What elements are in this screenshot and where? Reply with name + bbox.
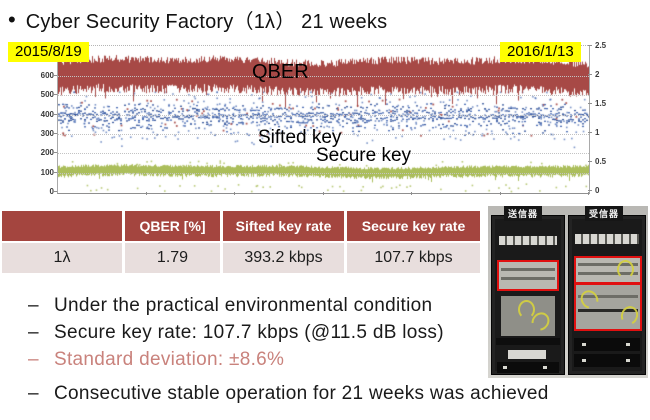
gridline [58, 76, 589, 78]
axis-tickmark [53, 152, 57, 154]
rack-module [508, 350, 546, 359]
axis-tick-right: 0 [595, 186, 600, 195]
title-bullet-icon: • [8, 6, 16, 32]
bullet-dash-marker: – [28, 383, 39, 404]
axis-tickmark-x [499, 192, 501, 195]
rack-module [575, 234, 639, 244]
rack-unit [574, 338, 640, 351]
axis-tickmark [53, 191, 57, 192]
chart-noise-canvas [58, 46, 589, 193]
bullet-item: – Secure key rate: 107.7 kbps (@11.5 dB l… [28, 319, 643, 346]
receiver-rack [568, 215, 646, 375]
axis-tick-left: 0 [49, 187, 54, 196]
axis-tickmark [588, 161, 592, 162]
axis-tick-right: 1.5 [595, 99, 607, 108]
axis-tick-right: 2 [595, 70, 600, 79]
axis-tickmark [588, 45, 592, 46]
axis-tick-right: 1 [595, 128, 600, 137]
axis-tickmark-x [322, 192, 324, 195]
highlight-box [574, 283, 642, 331]
rack-unit [574, 354, 640, 367]
table-cell: 1λ [2, 243, 122, 273]
bullet-text: Standard deviation: ±8.6% [54, 349, 285, 370]
axis-tickmark-x [234, 192, 235, 195]
axis-tick-left: 600 [40, 71, 54, 81]
transmitter-label: 送信器 [504, 206, 543, 221]
secure-key-series-label: Secure key [316, 145, 412, 166]
axis-tickmark [53, 171, 57, 173]
axis-tickmark [588, 103, 592, 104]
qkd-trend-chart [57, 45, 590, 194]
page-title: • Cyber Security Factory（1λ） 21 weeks [8, 5, 387, 34]
gridline [58, 134, 589, 135]
axis-tickmark [588, 74, 592, 75]
axis-tick-left: 400 [40, 109, 54, 119]
page-title-text: Cyber Security Factory（1λ） 21 weeks [25, 11, 388, 33]
table-cell: 393.2 kbps [223, 243, 344, 273]
axis-tickmark [53, 113, 57, 115]
axis-tick-right: 0.5 [595, 157, 607, 166]
rack-unit [497, 362, 559, 373]
bullet-dash-marker: – [28, 349, 39, 370]
highlight-box [497, 260, 559, 291]
axis-tick-left: 200 [40, 148, 54, 158]
table-header-cell: QBER [%] [125, 211, 220, 241]
start-date-label: 2015/8/19 [8, 42, 89, 62]
fiber-cable [617, 260, 634, 279]
rack-shelf [496, 338, 560, 345]
axis-tickmark [588, 132, 592, 133]
table-header-cell: Sifted key rate [223, 211, 344, 241]
bullet-item: – Standard deviation: ±8.6% [28, 346, 643, 373]
rack-photo: 送信器 受信器 [488, 206, 648, 378]
bullet-item: – Under the practical environmental condi… [28, 292, 643, 319]
results-table: QBER [%] Sifted key rate Secure key rate 1λ… [2, 211, 480, 273]
bullet-dash-marker: – [28, 322, 39, 343]
axis-tickmark-x [588, 192, 589, 195]
receiver-label: 受信器 [585, 206, 624, 221]
bullet-list: – Under the practical environmental condi… [28, 292, 643, 407]
axis-tick-left: 500 [40, 90, 54, 100]
axis-tickmark [53, 133, 57, 134]
highlight-box [574, 256, 642, 284]
gridline [58, 153, 589, 155]
gridline [58, 172, 589, 174]
axis-tickmark [53, 94, 57, 96]
bullet-text: Consecutive stable operation for 21 week… [54, 383, 549, 404]
end-date-label: 2016/1/13 [500, 42, 581, 62]
sifted-key-series-label: Sifted key [258, 127, 342, 148]
axis-tick-left: 100 [40, 167, 54, 177]
bullet-text: Secure key rate: 107.7 kbps (@11.5 dB lo… [54, 322, 444, 343]
table-cell: 1.79 [125, 243, 220, 273]
axis-tick-left: 300 [40, 129, 54, 138]
bullet-text: Under the practical environmental condit… [54, 295, 433, 316]
axis-tickmark [588, 190, 592, 191]
rack-module [499, 236, 557, 245]
bullet-dash-marker: – [28, 295, 39, 316]
axis-tickmark-x [411, 192, 412, 195]
gridline [58, 114, 589, 116]
axis-tick-right: 2.5 [595, 41, 607, 50]
gridline [58, 95, 589, 97]
bullet-item: – Consecutive stable operation for 21 wee… [28, 380, 643, 407]
table-header-cell: Secure key rate [347, 211, 480, 241]
axis-tickmark [53, 75, 57, 77]
fiber-cable [518, 300, 535, 319]
table-header-cell [2, 211, 122, 241]
table-cell: 107.7 kbps [347, 243, 480, 273]
qber-series-label: QBER [252, 61, 309, 83]
transmitter-rack [491, 215, 565, 375]
axis-tickmark-x [145, 192, 147, 195]
